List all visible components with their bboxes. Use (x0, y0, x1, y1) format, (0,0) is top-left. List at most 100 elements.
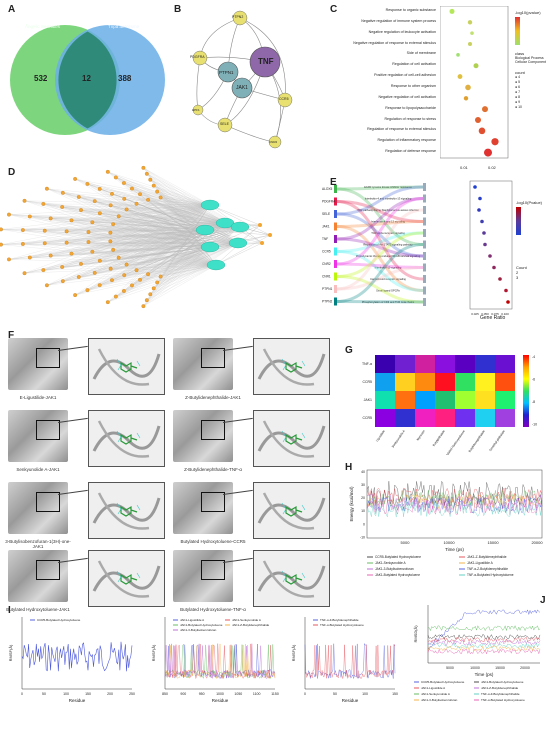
binding-site-box (201, 492, 225, 512)
target-node (148, 292, 152, 296)
rmsf-xlabel: Residue (342, 698, 359, 703)
energy-series (367, 488, 542, 504)
heatmap-cell (435, 355, 455, 373)
binding-site-box (36, 560, 60, 580)
target-node (87, 230, 91, 234)
energy-xtick: 20000 (531, 540, 543, 545)
go-bubble (475, 117, 481, 123)
rmsf-xtick: 150 (392, 692, 398, 696)
target-node (260, 241, 264, 245)
go-xtick-2: 0.02 (488, 165, 496, 170)
target-node (109, 240, 113, 244)
heatmap-cell (475, 373, 495, 391)
rmsd-legend-label: JAK1-Z-Butylidenephthalide (481, 686, 519, 690)
sankey-pathway-bar (423, 218, 426, 226)
dot-plot-point (478, 197, 482, 201)
e-legend: -log10(Pvalue) Count 2 3 (516, 200, 550, 280)
heatmap-col-label: Butylphthalide (432, 429, 446, 447)
target-node (142, 304, 146, 308)
energy-legend-label: JAK1-Senkyunolide A (375, 561, 407, 565)
rmsd-legend-label: JAK1-Ligustilide A (421, 686, 445, 690)
target-node (98, 283, 102, 287)
compound-node (201, 200, 219, 210)
heatmap-cell (455, 409, 475, 427)
go-term-label: Positive regulation of cell-cell adhesio… (374, 73, 436, 77)
target-node (77, 195, 81, 199)
energy-ytick: -10 (360, 535, 365, 539)
ppi-node-ptpn2: PTPN2 (232, 15, 243, 19)
target-node (86, 288, 90, 292)
energy-ytick: 40 (361, 470, 365, 474)
sankey-gene-bar (334, 235, 337, 243)
target-node (125, 208, 129, 212)
e-legend-title: -log10(Pvalue) (516, 200, 550, 205)
rmsf-xtick: 1150 (271, 692, 279, 696)
panel-b-label: B (174, 4, 181, 15)
rmsf-xtick: 1100 (253, 692, 261, 696)
go-class-cc: Cellular Component (515, 60, 550, 64)
go-colorbar (515, 17, 520, 45)
heatmap-cell (495, 409, 515, 427)
heatmap-cell (435, 391, 455, 409)
ppi-node-hpf1: HPF1 (192, 108, 200, 112)
target-node (60, 265, 64, 269)
energy-xtick: 15000 (487, 540, 499, 545)
rmsf-xtick: 50 (42, 692, 46, 696)
binding-site-box (201, 560, 225, 580)
ppi-node-cnr2: CNR2 (269, 140, 277, 144)
rmsf-series (305, 644, 395, 679)
rmsf-legend-label: JAK1-Z-Butylidenephthalide (232, 623, 270, 627)
e-count-3: 3 (516, 275, 550, 280)
target-node (43, 241, 47, 245)
dot-plot-point (506, 300, 510, 304)
rmsf-xtick: 50 (333, 692, 337, 696)
target-node (111, 248, 115, 252)
target-node (28, 215, 32, 219)
go-legend: -log10(pvalue) class Biological Process … (515, 10, 550, 110)
energy-ylabel: Energy (kcal/mol) (349, 486, 354, 522)
target-node (138, 278, 142, 282)
energy-legend-label: TNF-α-Butylated Hydroxytoluene (467, 573, 514, 577)
heatmap-col-label: Ligustilide (375, 429, 386, 442)
sankey-pathway-bar (423, 298, 426, 306)
rmsd-ylabel: RMSD(Å) (413, 625, 418, 643)
heatmap-row-label: CCR5 (362, 380, 372, 384)
heatmap-cell (475, 409, 495, 427)
target-node (155, 281, 159, 285)
compound-node (229, 238, 247, 248)
target-node (130, 284, 134, 288)
rmsf-legend-label: TNF-α-Z-Butylidenephthalide (320, 618, 359, 622)
energy-ytick: 10 (361, 509, 365, 513)
go-bubble (450, 9, 455, 14)
target-node (79, 262, 83, 266)
heatmap-colorbar-tick: -6 (532, 378, 535, 382)
dot-plot-point (482, 231, 486, 235)
heatmap-cell (495, 373, 515, 391)
target-node (93, 199, 97, 203)
network-edge (143, 265, 216, 306)
heatmap-colorbar-tick: -8 (532, 400, 535, 404)
go-term-label: Regulation of response to external stimu… (367, 127, 436, 131)
rmsd-series (428, 626, 540, 631)
docking-caption: E-Ligustilide-JAK1 (3, 395, 73, 400)
target-node (145, 298, 149, 302)
rmsf-xtick: 1050 (234, 692, 242, 696)
rmsf-xtick: 850 (162, 692, 168, 696)
dot-plot-point (492, 266, 496, 270)
heatmap-cell (415, 355, 435, 373)
heatmap-cell (375, 391, 395, 409)
target-node (114, 176, 118, 180)
sankey-flow (337, 302, 423, 303)
binding-pocket-zoom (253, 410, 330, 467)
sankey-gene-label: CCR5 (322, 250, 331, 254)
ppi-node-ccr5: CCR5 (279, 97, 289, 101)
sankey-gene-label: JAK1 (322, 225, 330, 229)
venn-right-label: Tnpa aercesme (108, 24, 139, 29)
target-node (70, 219, 74, 223)
target-node (45, 187, 49, 191)
